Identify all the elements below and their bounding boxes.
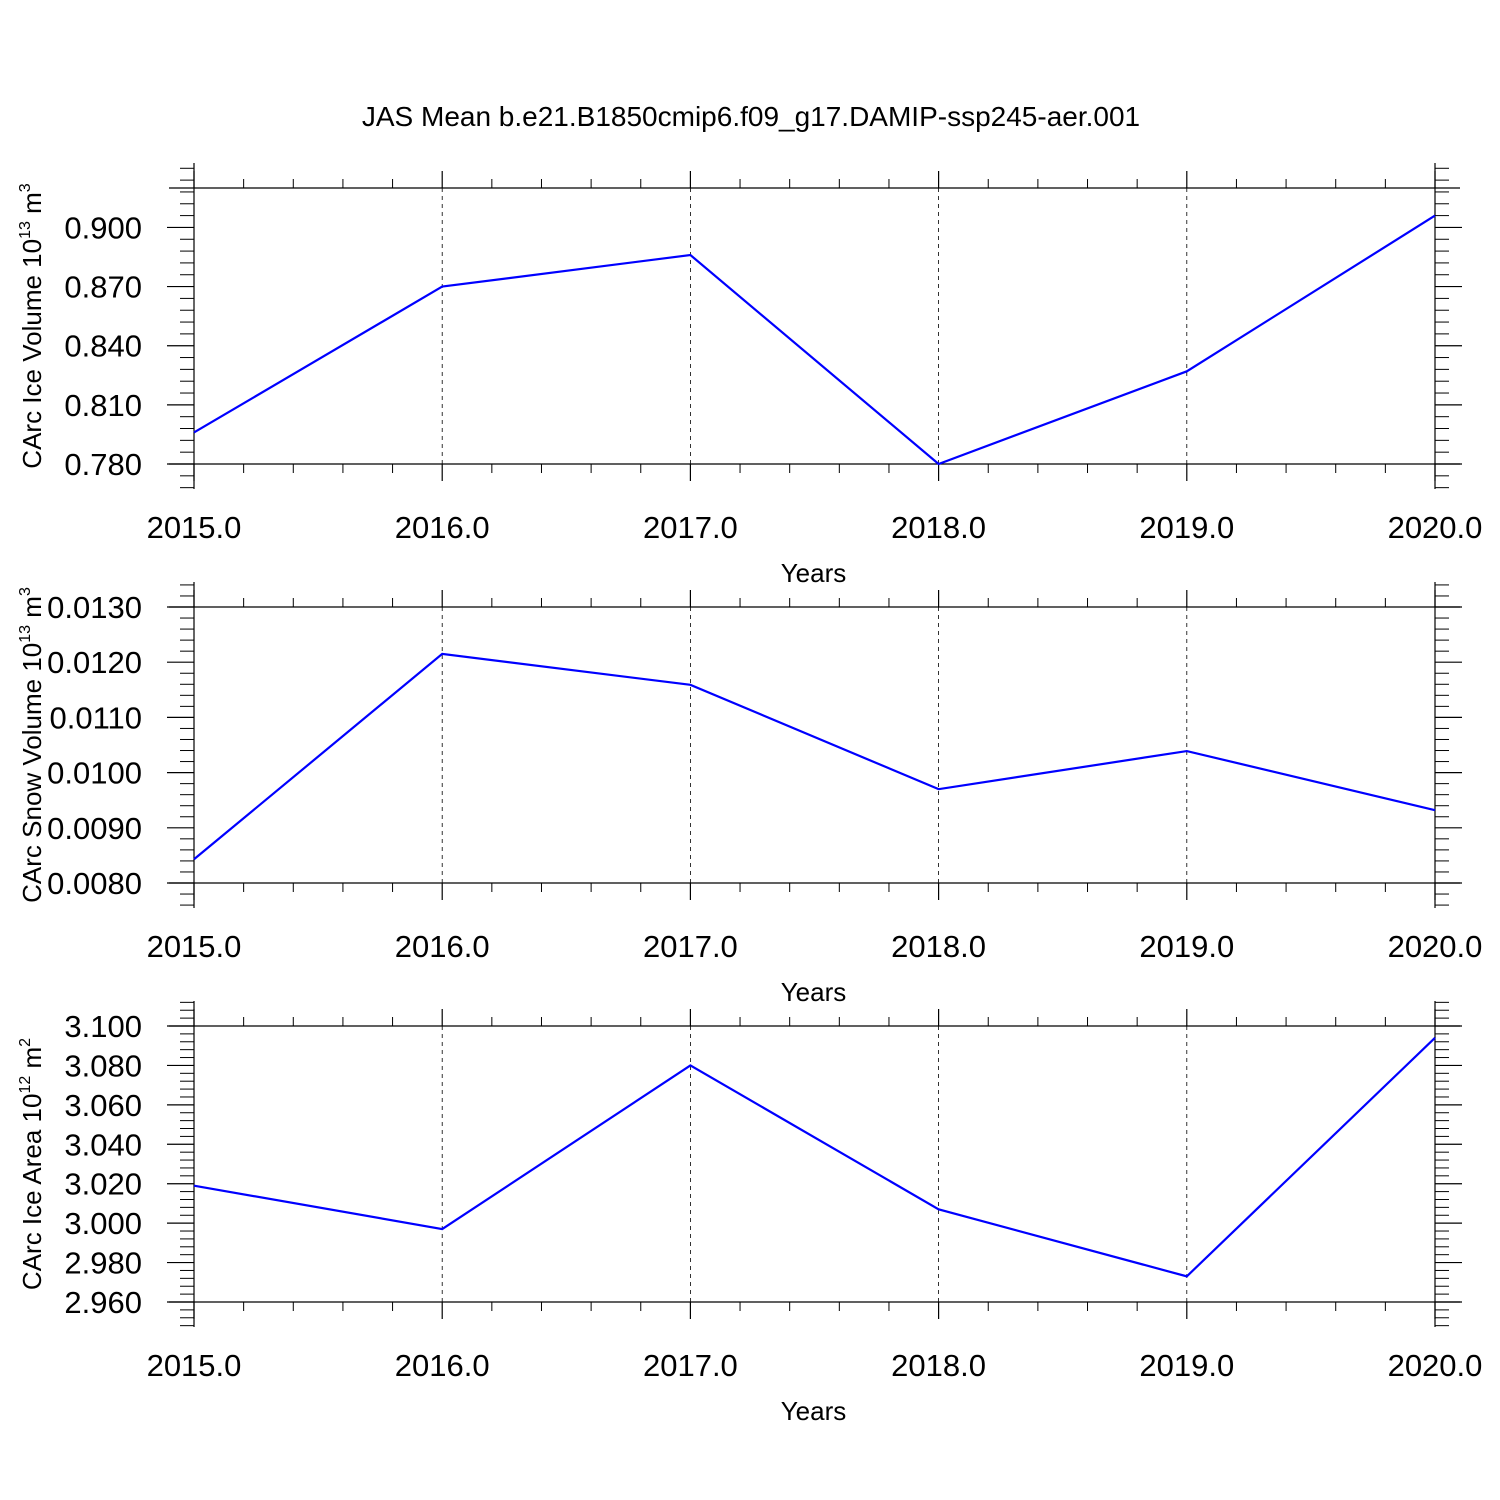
- chart-panel-3: 2015.0 2016.0 2017.0 2018.0 2019.0 2020.0 2.96…: [17, 1001, 1482, 1426]
- series-line: [193, 652, 1436, 861]
- x-tick-label: 2019.0: [1139, 510, 1234, 545]
- series-line: [193, 1037, 1436, 1278]
- x-tick-label: 2016.0: [395, 929, 490, 964]
- x-tick-label: 2018.0: [891, 1348, 986, 1383]
- x-axis-label: Years: [781, 558, 847, 588]
- x-axis-label: Years: [781, 1396, 847, 1426]
- y-tick-label: 3.060: [64, 1088, 142, 1123]
- y-tick-label: 3.100: [64, 1009, 142, 1044]
- x-tick-label: 2018.0: [891, 929, 986, 964]
- y-tick-label: 3.040: [64, 1127, 142, 1162]
- y-axis-label: CArc Ice Volume 1013 m3: [17, 183, 47, 468]
- x-tick-label: 2018.0: [891, 510, 986, 545]
- y-axis-label: CArc Ice Area 1012 m2: [17, 1038, 47, 1290]
- y-tick-label: 3.020: [64, 1167, 142, 1202]
- x-tick-label: 2017.0: [643, 929, 738, 964]
- chart-panels: 2015.0 2016.0 2017.0 2018.0 2019.0 2020.0 0.78…: [17, 163, 1482, 1426]
- x-tick-label: 2020.0: [1388, 1348, 1483, 1383]
- x-tick-label: 2016.0: [395, 1348, 490, 1383]
- y-tick-label: 0.0120: [47, 645, 142, 680]
- y-tick-label: 0.0130: [47, 590, 142, 625]
- x-tick-label: 2016.0: [395, 510, 490, 545]
- x-tick-label: 2017.0: [643, 510, 738, 545]
- x-tick-label: 2015.0: [147, 929, 242, 964]
- chart-panel-2: 2015.0 2016.0 2017.0 2018.0 2019.0 2020.0 0.00…: [17, 582, 1482, 1007]
- y-tick-label: 0.900: [64, 210, 142, 245]
- x-tick-label: 2019.0: [1139, 1348, 1234, 1383]
- x-tick-label: 2015.0: [147, 510, 242, 545]
- y-tick-label: 0.0100: [47, 756, 142, 791]
- y-axis-label: CArc Snow Volume 1013 m3: [17, 587, 47, 903]
- y-tick-label: 0.780: [64, 447, 142, 482]
- chart-title: JAS Mean b.e21.B1850cmip6.f09_g17.DAMIP-…: [362, 101, 1140, 132]
- y-tick-label: 0.840: [64, 329, 142, 364]
- y-tick-label: 0.0110: [49, 700, 142, 735]
- x-tick-label: 2020.0: [1388, 929, 1483, 964]
- y-tick-label: 2.960: [64, 1285, 142, 1320]
- y-tick-label: 2.980: [64, 1246, 142, 1281]
- series-line: [193, 214, 1436, 466]
- x-tick-label: 2019.0: [1139, 929, 1234, 964]
- x-axis-label: Years: [781, 977, 847, 1007]
- x-tick-label: 2020.0: [1388, 510, 1483, 545]
- x-tick-label: 2017.0: [643, 1348, 738, 1383]
- y-tick-label: 3.000: [64, 1206, 142, 1241]
- x-tick-label: 2015.0: [147, 1348, 242, 1383]
- y-tick-label: 0.0090: [47, 811, 142, 846]
- y-tick-label: 3.080: [64, 1048, 142, 1083]
- y-tick-label: 0.810: [64, 388, 142, 423]
- y-tick-label: 0.0080: [47, 866, 142, 901]
- chart-panel-1: 2015.0 2016.0 2017.0 2018.0 2019.0 2020.0 0.78…: [17, 163, 1482, 588]
- y-tick-label: 0.870: [64, 270, 142, 305]
